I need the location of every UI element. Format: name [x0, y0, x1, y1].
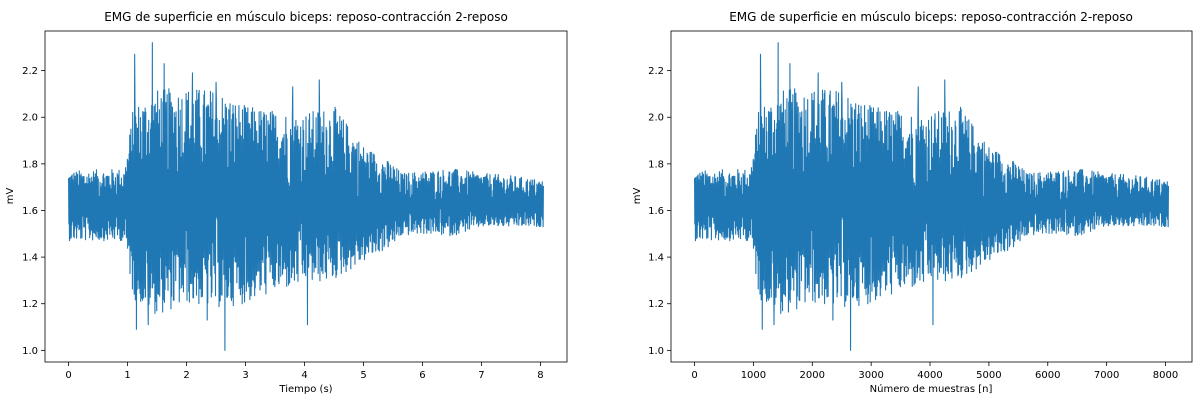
- x-tick-label: 8000: [1153, 370, 1178, 381]
- x-tick-label: 2: [183, 370, 189, 381]
- x-axis-ticks: 0 1000 2000 3000 4000 5000 6000 7000 8000: [691, 362, 1178, 381]
- chart-time-domain: EMG de superficie en músculo biceps: rep…: [5, 10, 568, 395]
- emg-trace-line: [694, 42, 1169, 351]
- emg-trace-line: [68, 42, 544, 351]
- x-tick-label: 6000: [1035, 370, 1060, 381]
- x-axis-ticks: 0 1 2 3 4 5 6 7 8: [65, 362, 544, 381]
- y-tick-label: 1.4: [22, 253, 38, 264]
- x-tick-label: 3: [242, 370, 248, 381]
- y-axis-ticks: 1.0 1.2 1.4 1.6 1.8 2.0 2.2: [22, 66, 45, 357]
- y-tick-label: 1.2: [22, 299, 38, 310]
- x-tick-label: 4: [301, 370, 307, 381]
- x-axis-label: Tiempo (s): [278, 384, 332, 395]
- emg-signal-series: [68, 42, 544, 351]
- y-tick-label: 2.2: [648, 66, 664, 77]
- y-tick-label: 1.8: [22, 159, 38, 170]
- x-tick-label: 6: [419, 370, 425, 381]
- x-tick-label: 5: [360, 370, 366, 381]
- y-tick-label: 1.0: [648, 346, 664, 357]
- x-axis-label: Número de muestras [n]: [870, 383, 993, 395]
- x-tick-label: 7000: [1094, 370, 1119, 381]
- chart-title: EMG de superficie en músculo biceps: rep…: [104, 10, 508, 24]
- y-tick-label: 1.2: [648, 299, 664, 310]
- x-tick-label: 2000: [800, 370, 825, 381]
- x-tick-label: 0: [65, 370, 71, 381]
- y-tick-label: 1.6: [22, 206, 38, 217]
- y-tick-label: 1.8: [648, 159, 664, 170]
- x-tick-label: 5000: [976, 370, 1001, 381]
- x-tick-label: 7: [478, 370, 484, 381]
- y-axis-label: mV: [5, 188, 16, 205]
- x-tick-label: 1: [124, 370, 130, 381]
- y-axis-ticks: 1.0 1.2 1.4 1.6 1.8 2.0 2.2: [648, 66, 671, 357]
- y-tick-label: 1.4: [648, 253, 664, 264]
- x-tick-label: 4000: [917, 370, 942, 381]
- y-tick-label: 2.0: [648, 113, 664, 124]
- x-tick-label: 8: [537, 370, 543, 381]
- y-tick-label: 1.6: [648, 206, 664, 217]
- plot-frame: [44, 30, 568, 363]
- plot-frame: [670, 30, 1193, 363]
- x-tick-label: 0: [691, 370, 697, 381]
- emg-signal-series: [694, 42, 1169, 351]
- y-axis-label: mV: [632, 188, 643, 205]
- x-tick-label: 3000: [858, 370, 883, 381]
- y-tick-label: 1.0: [22, 346, 38, 357]
- y-tick-label: 2.2: [22, 66, 38, 77]
- chart-title: EMG de superficie en músculo biceps: rep…: [729, 10, 1133, 24]
- chart-sample-domain: EMG de superficie en músculo biceps: rep…: [632, 10, 1193, 395]
- y-tick-label: 2.0: [22, 113, 38, 124]
- x-tick-label: 1000: [741, 370, 766, 381]
